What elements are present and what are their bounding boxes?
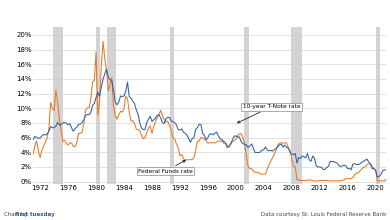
Bar — [170, 28, 174, 184]
Text: first tuesday: first tuesday — [15, 212, 55, 217]
Text: Chart by: Chart by — [4, 212, 29, 217]
Bar — [53, 28, 62, 184]
Text: Federal Funds rate: Federal Funds rate — [138, 160, 193, 174]
Text: Data courtesy St. Louis Federal Reserve Bank: Data courtesy St. Louis Federal Reserve … — [261, 212, 386, 217]
Bar — [376, 28, 380, 184]
Text: 10-year T-Note rate: 10-year T-Note rate — [238, 104, 300, 123]
Bar — [244, 28, 249, 184]
Text: Federal Funds Rate vs. 10-year Treasury Note Rate: Federal Funds Rate vs. 10-year Treasury … — [51, 8, 339, 18]
Bar — [291, 28, 302, 184]
Bar — [106, 28, 116, 184]
Bar — [96, 28, 100, 184]
